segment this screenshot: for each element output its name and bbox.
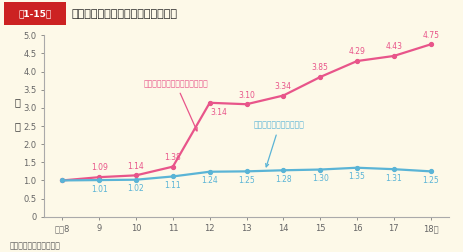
Text: 1.35: 1.35 [349,172,365,181]
Text: 数: 数 [15,121,20,131]
Text: 1.24: 1.24 [201,176,218,185]
Text: 第1-15図: 第1-15図 [19,9,51,18]
Text: 1.11: 1.11 [164,181,181,190]
Text: 1.28: 1.28 [275,175,292,184]
Bar [4,3,66,25]
Text: 1.02: 1.02 [128,184,144,194]
Text: 4.75: 4.75 [422,31,439,40]
Text: 1.30: 1.30 [312,174,329,183]
Text: 自転車対歩行者の事故発生件数: 自転車対歩行者の事故発生件数 [144,79,208,131]
Text: 4.29: 4.29 [349,47,365,56]
Text: 注　警察庁資料による。: 注 警察庁資料による。 [9,242,60,251]
Text: 3.14: 3.14 [211,108,227,117]
Text: 1.01: 1.01 [91,185,107,194]
Text: 1.25: 1.25 [422,176,439,185]
Text: 1.14: 1.14 [128,162,144,171]
Text: 3.10: 3.10 [238,90,255,100]
Text: 1.38: 1.38 [164,153,181,162]
Text: 1.31: 1.31 [386,174,402,183]
Text: 1.25: 1.25 [238,176,255,185]
Text: 3.85: 3.85 [312,63,329,72]
Text: 3.34: 3.34 [275,82,292,91]
Text: 1.09: 1.09 [91,164,108,172]
Text: 指: 指 [15,98,20,107]
Text: 自転車関連事故発生件数: 自転車関連事故発生件数 [254,121,305,167]
Text: 自転車対歩行者事故発生状況の推移: 自転車対歩行者事故発生状況の推移 [72,9,178,19]
Text: 4.43: 4.43 [385,42,402,51]
